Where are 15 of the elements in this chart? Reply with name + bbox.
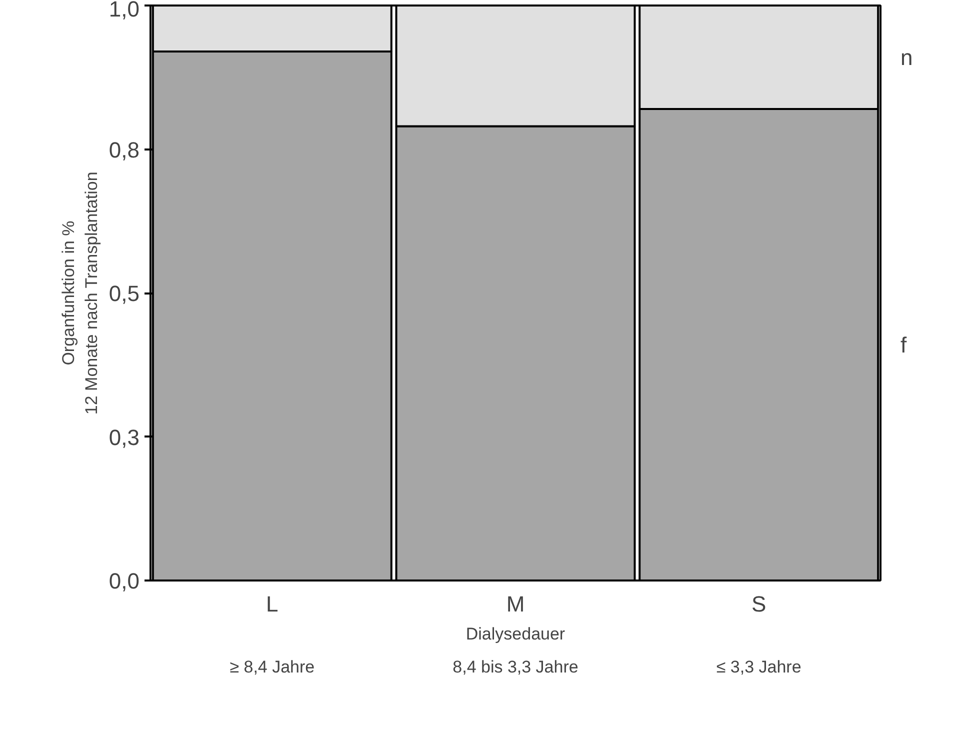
- x-axis-title: Dialysedauer: [466, 624, 566, 644]
- text: ≤ 3,3 Jahre: [716, 658, 802, 676]
- y-tick-label: 0,0: [108, 568, 140, 594]
- series-label: f: [900, 332, 908, 358]
- series-label: n: [900, 44, 913, 70]
- y-axis-title: Organfunktion in % 12 Monate nach Transplantation: [59, 172, 101, 415]
- y-tick-label: 1,0: [108, 0, 140, 22]
- x-tick-label: L: [266, 592, 278, 616]
- y-tick-label: 0,8: [108, 137, 140, 162]
- text: ≥ 8,4 Jahre: [230, 658, 315, 676]
- text: 8,4 bis 3,3 Jahre: [452, 658, 578, 676]
- x-tick-label: S: [751, 592, 766, 616]
- x-tick-label: M: [506, 592, 525, 616]
- y-tick-label: 0,3: [108, 424, 140, 450]
- y-tick-label: 0,5: [108, 281, 140, 306]
